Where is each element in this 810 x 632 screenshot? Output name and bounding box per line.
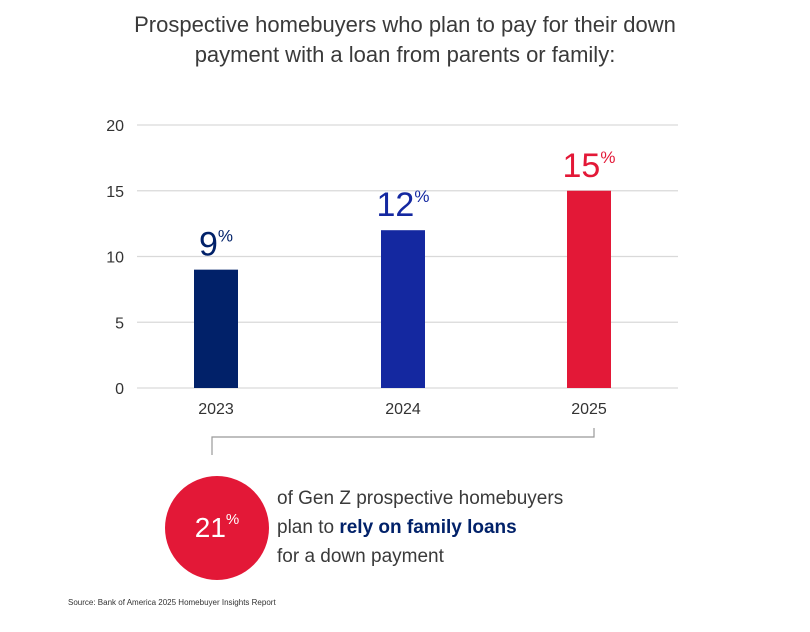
callout-line-3: for a down payment [277,546,444,567]
data-label-percent: % [600,148,615,167]
y-tick-label: 10 [106,250,124,267]
callout-line-1: of Gen Z prospective homebuyers [277,488,564,509]
bar-2023 [194,269,238,388]
data-label: 12% [377,186,430,224]
stat-percent-sign: % [225,510,240,528]
y-tick-label: 5 [115,315,124,332]
x-tick-label: 2024 [385,401,421,418]
callout-text: of Gen Z prospective homebuyers plan to … [277,484,697,571]
y-tick-label: 20 [106,118,124,135]
y-tick-label: 0 [115,381,124,398]
data-label-value: 15 [563,147,601,185]
data-label-percent: % [414,187,429,206]
bar-2025 [567,190,611,388]
data-labels: 9%12%15% [199,147,616,264]
data-label-value: 9 [199,226,218,264]
source-note: Source: Bank of America 2025 Homebuyer I… [68,598,276,607]
bar-2024 [381,230,425,388]
data-label: 9% [199,226,233,264]
data-label-percent: % [218,227,233,246]
callout-emphasis: rely on family loans [339,517,517,538]
x-axis-ticks: 2023 2024 2025 [198,401,607,418]
callout-bracket [211,428,595,455]
x-tick-label: 2025 [571,401,607,418]
data-label: 15% [563,147,616,185]
callout-line-2: plan to rely on family loans [277,513,697,542]
stat-circle: 21% [165,476,269,580]
data-label-value: 12 [377,186,415,224]
chart-title: Prospective homebuyers who plan to pay f… [134,12,676,67]
bars [194,190,611,388]
stat-value: 21 [194,512,226,543]
y-axis-ticks: 0 5 10 15 20 [106,118,124,398]
x-tick-label: 2023 [198,401,234,418]
y-tick-label: 15 [106,184,124,201]
callout-line-2-prefix: plan to [277,517,340,538]
